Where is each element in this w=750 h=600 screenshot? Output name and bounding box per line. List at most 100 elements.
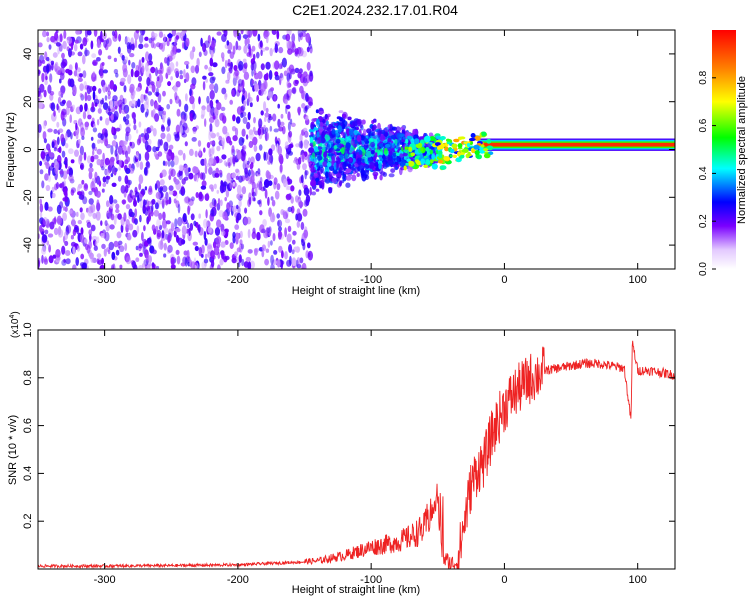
- spectrogram-cell: [236, 204, 239, 210]
- spectrogram-cell: [68, 174, 74, 182]
- spectrogram-cell: [247, 249, 253, 254]
- spectrogram-cell: [162, 211, 166, 221]
- spectrogram-cell: [241, 128, 246, 137]
- spectrogram-cell: [175, 81, 181, 88]
- spectrogram-cell: [368, 133, 374, 137]
- spectrogram-cell: [117, 213, 122, 220]
- spectrogram-cell: [399, 167, 403, 176]
- spectrogram-cell: [103, 248, 107, 257]
- spectrogram-cell: [204, 238, 208, 246]
- spectrogram-cell: [469, 141, 473, 145]
- spectrogram-cell: [298, 189, 302, 196]
- spectrogram-cell: [145, 160, 150, 168]
- spectrogram-cell: [167, 234, 171, 244]
- spectrogram-cell: [380, 171, 386, 176]
- spectrogram-cell: [153, 33, 158, 38]
- spectrogram-cell: [70, 234, 74, 240]
- spectrogram-cell: [459, 136, 466, 140]
- spectrogram-cell: [279, 121, 285, 127]
- spectrogram-cell: [290, 142, 294, 149]
- spectrogram-cell: [407, 160, 415, 167]
- spectrogram-cell: [291, 249, 295, 255]
- spectrogram-cell: [255, 51, 260, 59]
- spectrogram-cell: [170, 221, 174, 227]
- spectrogram-cell: [189, 148, 194, 156]
- spectrogram-cell: [224, 92, 228, 101]
- spectrogram-cell: [59, 33, 63, 43]
- spectrogram-cell: [290, 205, 295, 214]
- spectrogram-cell: [192, 113, 197, 120]
- spectrogram-cell: [198, 96, 201, 105]
- spectrogram-cell: [276, 183, 281, 191]
- spectrogram-cell: [316, 131, 320, 139]
- spectrogram-cell: [192, 46, 196, 53]
- spectrogram-cell: [301, 152, 305, 163]
- spectrogram-cell: [204, 64, 209, 70]
- spectrogram-cell: [118, 160, 125, 168]
- spectrogram-cell: [188, 227, 191, 237]
- spectrogram-cell: [232, 181, 235, 187]
- spectrogram-cell: [268, 148, 273, 156]
- spectrogram-cell: [247, 30, 251, 39]
- spectrogram-cell: [42, 120, 47, 130]
- spectrogram-cell: [290, 122, 296, 128]
- spectrogram-cell: [369, 138, 376, 142]
- spectrogram-cell: [91, 187, 96, 193]
- spectrogram-cell: [285, 33, 291, 42]
- spectrogram-cell: [323, 157, 329, 162]
- svg-text:(x104): (x104): [9, 311, 21, 338]
- spectrogram-cell: [131, 260, 137, 269]
- spectrogram-cell: [262, 219, 267, 227]
- colorbar-tick-label: 0.8: [698, 70, 709, 84]
- spectrogram-cell: [78, 183, 83, 189]
- spectrogram-cell: [439, 136, 446, 140]
- spectrogram-cell: [244, 167, 249, 175]
- spectrogram-cell: [97, 38, 101, 48]
- spectrogram-cell: [145, 62, 149, 72]
- spectrogram-cell: [163, 33, 166, 43]
- spectrogram-cell: [258, 118, 263, 129]
- spectrogram-cell: [394, 138, 398, 145]
- spectrogram-cell: [239, 193, 244, 199]
- spectrogram-x-label: Height of straight line (km): [292, 285, 420, 297]
- spectrogram-cell: [227, 71, 231, 82]
- spectrogram-cell: [198, 51, 202, 58]
- snr-x-axis: -300 -200 -100 0 100: [94, 330, 647, 586]
- spectrogram-cell: [186, 222, 190, 229]
- spectrogram-cell: [91, 101, 95, 111]
- spectrogram-cell: [183, 176, 189, 181]
- spectrogram-cell: [229, 242, 234, 250]
- spectrogram-cell: [253, 197, 256, 202]
- spectrogram-cell: [125, 114, 130, 120]
- spectrogram-cell: [288, 130, 293, 138]
- spectrogram-cell: [60, 110, 65, 121]
- x-tick-label: -200: [227, 274, 249, 286]
- spectrogram-cell: [92, 123, 96, 129]
- spectrogram-cell: [187, 231, 192, 242]
- spectrogram-cell: [238, 60, 244, 71]
- spectrogram-cell: [304, 130, 309, 138]
- colorbar-tick-label: 0.4: [698, 166, 709, 180]
- spectrogram-cell: [177, 149, 184, 156]
- spectrogram-cell: [383, 147, 388, 155]
- spectrogram-cell: [340, 147, 345, 155]
- spectrogram-cell: [247, 111, 251, 121]
- spectrogram-cell: [53, 147, 58, 152]
- spectrogram-cell: [251, 45, 256, 52]
- spectrogram-cell: [216, 132, 220, 137]
- spectrogram-cell: [64, 240, 69, 246]
- spectrogram-cell: [384, 143, 391, 148]
- spectrogram-cell: [104, 157, 110, 166]
- spectrogram-cell: [109, 195, 114, 205]
- spectrogram-cell: [155, 79, 162, 89]
- spectrogram-cell: [163, 253, 167, 258]
- spectrogram-cell: [277, 145, 282, 156]
- spectrogram-cell: [370, 141, 376, 148]
- spectrogram-cell: [96, 57, 101, 62]
- spectrogram-cell: [191, 196, 195, 202]
- spectrogram-cell: [235, 116, 241, 124]
- spectrogram-cell: [160, 125, 166, 132]
- spectrogram-cell: [47, 206, 53, 212]
- spectrogram-cell: [188, 172, 194, 180]
